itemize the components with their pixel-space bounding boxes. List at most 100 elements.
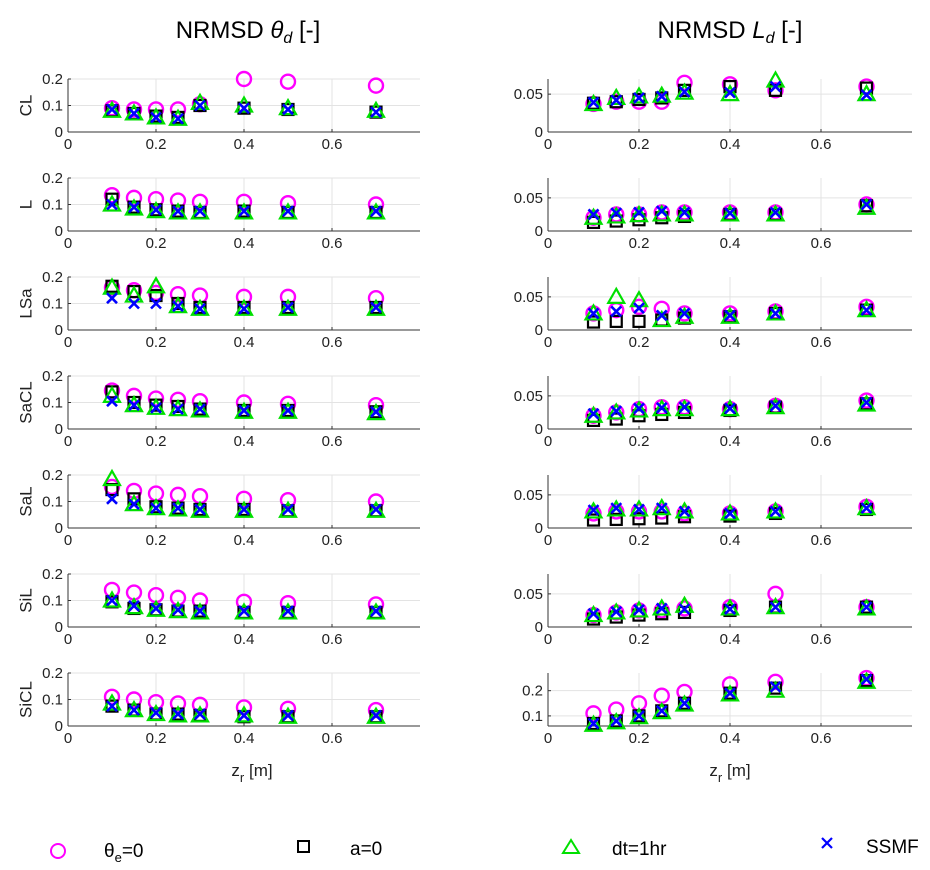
- data-point-x: [370, 205, 382, 218]
- data-point-circle: [767, 82, 784, 99]
- data-point-triangle: [190, 500, 210, 518]
- data-point-x: [724, 402, 736, 415]
- data-point-circle: [630, 503, 648, 520]
- data-point-x: [587, 607, 600, 620]
- legend: θe=0 a=0 dt=1hr SSMF: [50, 837, 919, 865]
- data-point-square: [632, 314, 646, 328]
- x-tick-label: 0.6: [811, 136, 832, 153]
- data-point-x: [370, 503, 382, 516]
- data-point-triangle: [234, 401, 254, 419]
- x-tick-label: 0.4: [234, 631, 255, 648]
- y-tick-label: 0: [55, 520, 63, 537]
- x-tick-label: 0.6: [322, 532, 343, 549]
- data-point-triangle: [583, 714, 604, 732]
- data-point-circle: [169, 695, 187, 712]
- x-tick-label: 0.6: [322, 334, 343, 351]
- x-tick-label: 0: [64, 235, 72, 252]
- data-point-triangle: [124, 493, 144, 512]
- data-point-x: [238, 102, 250, 115]
- y-axis-label-soil: SaL: [16, 486, 35, 516]
- data-point-circle: [235, 288, 253, 306]
- data-point-triangle: [583, 501, 604, 519]
- data-point-triangle: [720, 398, 740, 417]
- right-x-axis-label: zr [m]: [709, 761, 750, 785]
- legend-marker-triangle: [561, 838, 581, 854]
- y-tick-label: 0.1: [42, 395, 63, 412]
- panel-right-SaL: 0 0.2 0.4 0.6 0 0.05: [514, 475, 912, 549]
- legend-item-theta-e: θe=0: [50, 841, 143, 865]
- data-point-x: [150, 297, 162, 310]
- data-point-x: [128, 201, 140, 214]
- data-point-triangle: [234, 202, 254, 220]
- data-point-x: [769, 601, 782, 614]
- data-point-square: [609, 512, 623, 526]
- x-tick-label: 0.6: [811, 730, 832, 747]
- data-point-triangle: [720, 684, 740, 702]
- y-tick-label: 0: [535, 520, 543, 537]
- data-point-triangle: [674, 501, 695, 519]
- data-point-x: [678, 505, 691, 518]
- y-axis-label-soil: SiCL: [16, 681, 35, 718]
- data-point-square: [609, 214, 623, 228]
- data-point-triangle: [765, 204, 786, 222]
- data-point-triangle: [583, 604, 604, 623]
- legend-label-a0: a=0: [350, 839, 382, 860]
- data-point-x: [610, 405, 623, 418]
- data-point-x: [655, 704, 668, 717]
- data-point-x: [172, 708, 184, 720]
- data-point-triangle: [278, 401, 298, 419]
- data-point-x: [282, 605, 294, 618]
- data-point-circle: [858, 392, 875, 409]
- data-point-x: [587, 504, 600, 517]
- data-point-triangle: [234, 298, 254, 316]
- left-column-title: NRMSD θd [-]: [176, 17, 321, 47]
- y-tick-label: 0.05: [514, 487, 543, 504]
- data-point-triangle: [168, 108, 188, 126]
- data-point-triangle: [146, 397, 166, 415]
- legend-item-dt: dt=1hr: [561, 838, 667, 860]
- x-tick-label: 0.2: [629, 433, 650, 450]
- data-point-x: [860, 601, 873, 614]
- data-point-circle: [721, 305, 739, 322]
- y-tick-label: 0.2: [522, 683, 543, 700]
- data-point-triangle: [124, 394, 144, 413]
- data-point-circle: [676, 305, 693, 322]
- data-point-x: [678, 697, 691, 710]
- data-point-triangle: [674, 82, 695, 100]
- data-point-x: [238, 605, 250, 618]
- data-point-triangle: [629, 499, 649, 517]
- data-point-x: [860, 502, 873, 515]
- x-tick-label: 0.4: [234, 532, 255, 549]
- data-point-triangle: [674, 398, 695, 417]
- data-point-x: [370, 709, 382, 722]
- x-tick-label: 0.4: [234, 334, 255, 351]
- y-tick-label: 0.2: [42, 368, 63, 385]
- data-point-triangle: [856, 394, 877, 412]
- data-point-x: [655, 502, 668, 515]
- data-point-x: [633, 709, 645, 722]
- x-tick-label: 0.6: [322, 235, 343, 252]
- data-point-circle: [676, 683, 693, 701]
- y-axis-label-soil: SiL: [16, 588, 35, 613]
- data-point-triangle: [651, 598, 672, 616]
- data-point-circle: [103, 478, 121, 496]
- data-point-triangle: [366, 706, 386, 724]
- y-axis-label-soil: SaCL: [16, 381, 35, 424]
- data-point-circle: [235, 490, 253, 508]
- panel-left-CL: 0 0.2 0.4 0.6 0 0.1 0.2 CL: [16, 70, 420, 153]
- x-tick-label: 0.4: [720, 730, 741, 747]
- data-point-x: [150, 401, 162, 414]
- data-point-x: [172, 502, 184, 515]
- data-point-square: [586, 513, 601, 527]
- x-tick-label: 0.4: [720, 631, 741, 648]
- y-tick-label: 0.1: [522, 708, 543, 725]
- y-tick-label: 0: [55, 421, 63, 438]
- data-point-circle: [125, 387, 143, 405]
- y-tick-label: 0.05: [514, 190, 543, 207]
- data-point-x: [678, 603, 691, 616]
- data-point-x: [860, 304, 873, 317]
- data-point-x: [172, 403, 184, 416]
- data-point-triangle: [190, 400, 210, 418]
- y-tick-label: 0.2: [42, 71, 63, 88]
